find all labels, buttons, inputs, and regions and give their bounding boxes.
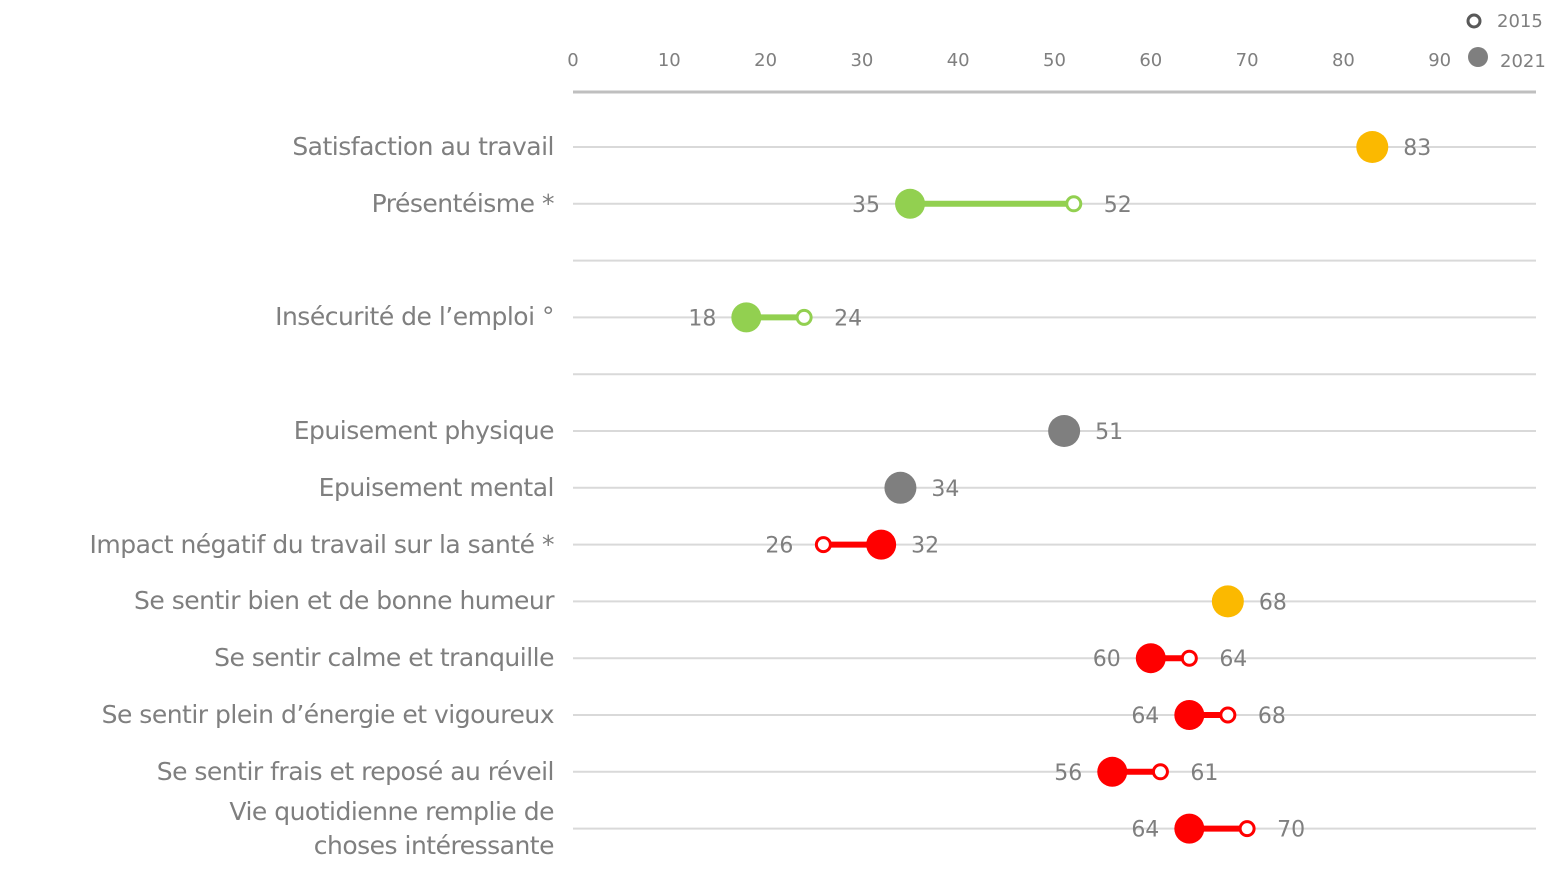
x-tick-label: 60 — [1139, 50, 1162, 71]
dot-2021 — [884, 471, 917, 504]
value-label: 64 — [1131, 818, 1159, 843]
value-label: 52 — [1104, 193, 1132, 218]
x-tick-label: 50 — [1043, 50, 1066, 71]
category-label: Se sentir plein d’énergie et vigoureux — [101, 700, 555, 729]
value-label: 26 — [765, 534, 793, 559]
category-label: Se sentir frais et reposé au réveil — [156, 756, 555, 786]
legend-label: 2015 — [1497, 11, 1543, 32]
category-label: Se sentir calme et tranquille — [214, 643, 554, 673]
value-label: 64 — [1131, 704, 1159, 729]
category-label: Se sentir bien et de bonne humeur — [134, 586, 554, 616]
value-label: 60 — [1093, 647, 1121, 672]
dot-2015 — [1065, 195, 1083, 213]
value-label: 18 — [688, 306, 716, 331]
dot-2021 — [1174, 813, 1205, 844]
category-label: Vie quotidienne remplie de choses intére… — [229, 796, 554, 860]
category-label: Satisfaction au travail — [292, 132, 554, 161]
value-label: 35 — [852, 193, 880, 218]
x-tick-label: 40 — [947, 50, 970, 71]
dot-2015 — [1219, 706, 1237, 724]
dot-2015 — [1151, 763, 1169, 781]
value-label: 51 — [1095, 420, 1123, 445]
category-label: Insécurité de l’emploi ° — [275, 302, 554, 332]
dot-2021 — [1135, 643, 1166, 674]
value-label: 61 — [1190, 761, 1218, 786]
dot-2021 — [1211, 585, 1244, 618]
value-label: 68 — [1259, 590, 1287, 615]
x-tick-label: 80 — [1332, 50, 1355, 71]
value-label: 24 — [834, 306, 862, 331]
dot-2021 — [1174, 700, 1205, 730]
x-tick-label: 10 — [658, 50, 681, 71]
dot-2015 — [1180, 649, 1198, 667]
value-label: 68 — [1258, 704, 1286, 729]
x-tick-label: 90 — [1428, 50, 1451, 71]
dot-2021 — [895, 188, 926, 219]
dot-2015 — [795, 308, 813, 326]
dot-2021 — [1048, 415, 1081, 447]
value-label: 64 — [1219, 647, 1247, 672]
category-label: Impact négatif du travail sur la santé * — [89, 529, 555, 559]
category-label: Epuisement physique — [293, 416, 555, 445]
legend-marker — [1468, 47, 1488, 67]
x-tick-label: 30 — [850, 50, 873, 71]
category-label: Présentéisme * — [371, 188, 555, 218]
x-tick-label: 20 — [754, 50, 777, 71]
dot-2021 — [1097, 756, 1128, 787]
dot-2021 — [731, 302, 762, 333]
value-label: 83 — [1403, 136, 1431, 161]
value-label: 32 — [911, 534, 939, 559]
x-tick-label: 70 — [1236, 50, 1259, 71]
dot-2015 — [814, 536, 832, 554]
dot-2021 — [866, 529, 897, 560]
category-label: Epuisement mental — [318, 472, 555, 502]
value-label: 56 — [1054, 761, 1082, 786]
value-label: 34 — [931, 477, 959, 502]
value-label: 70 — [1277, 818, 1305, 843]
dot-2021 — [1356, 131, 1389, 163]
legend-label: 2021 — [1500, 51, 1546, 72]
x-tick-label: 0 — [567, 50, 578, 71]
dot-2015 — [1238, 820, 1256, 838]
legend-marker — [1466, 13, 1482, 29]
